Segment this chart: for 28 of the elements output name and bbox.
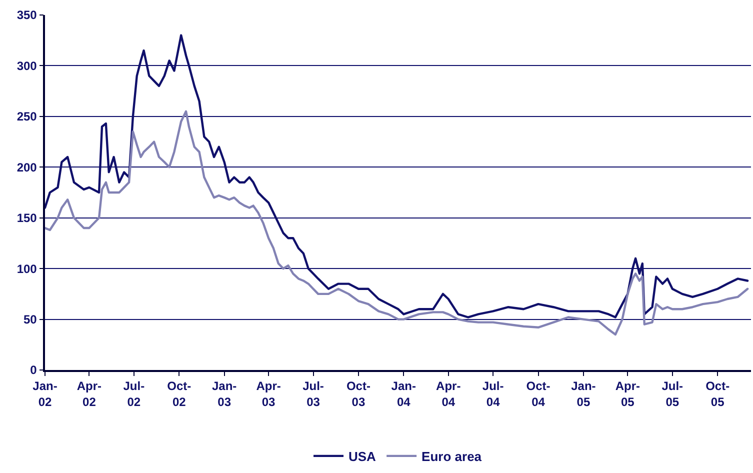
line-series [45, 110, 749, 336]
y-tick-label: 0 [30, 363, 38, 378]
x-tick-label: Apr- 04 [436, 379, 461, 409]
x-tick-label: Oct- 05 [706, 379, 730, 409]
y-tick-label: 200 [16, 160, 38, 174]
x-tick-label: Jan- 02 [32, 379, 58, 409]
line-series [45, 34, 749, 318]
x-tick-label: Jan- 04 [391, 379, 416, 409]
x-tick-label: Jul- 04 [482, 379, 504, 409]
y-tick-label: 300 [16, 58, 38, 73]
legend-label: USA [348, 449, 377, 464]
y-tick-label: 350 [16, 8, 38, 22]
x-tick-label: Jan- 03 [212, 379, 237, 409]
x-tick-label: Jul- 05 [662, 379, 684, 409]
x-tick-label: Oct- 03 [346, 379, 370, 409]
x-tick-label: Oct- 04 [526, 379, 550, 409]
y-tick-label: 50 [23, 312, 38, 326]
x-tick-label: Apr- 03 [256, 379, 281, 409]
legend-label: Euro area [422, 449, 482, 464]
x-tick-label: Jan- 05 [571, 379, 596, 409]
y-tick-label: 250 [16, 110, 38, 124]
x-tick-label: Oct- 02 [167, 379, 192, 409]
x-tick-label: Jul- 02 [123, 379, 145, 409]
x-tick-label: Jul- 03 [302, 379, 324, 409]
y-tick-label: 150 [16, 211, 38, 226]
y-tick-label: 100 [16, 262, 38, 276]
x-tick-label: Apr- 05 [615, 379, 640, 409]
x-tick-label: Apr- 02 [76, 379, 102, 409]
